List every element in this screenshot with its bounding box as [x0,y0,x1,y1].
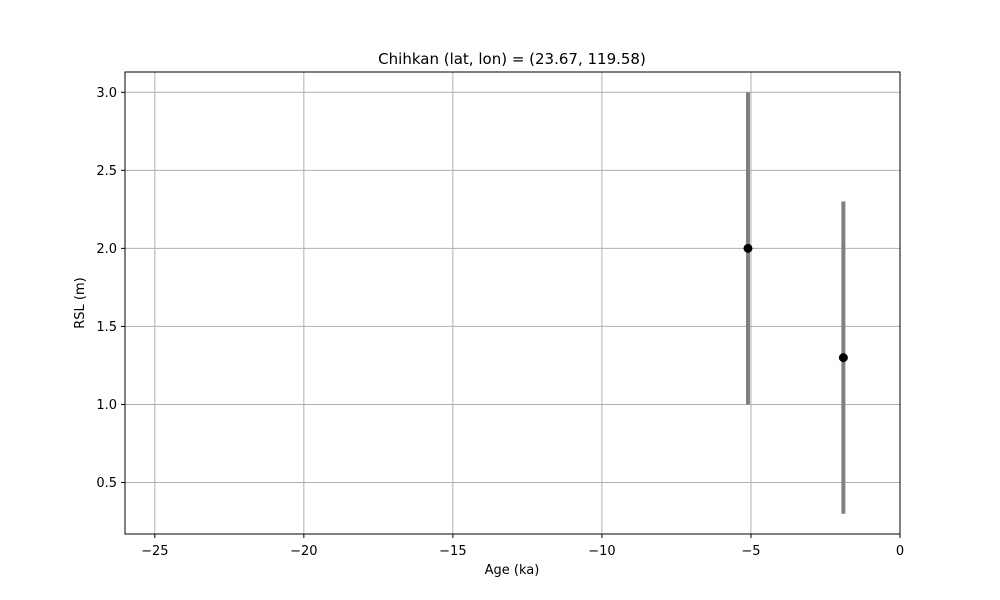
error-bars [745,92,846,514]
grid [125,72,901,534]
y-tick-label: 1.5 [96,320,117,335]
data-point [743,243,753,253]
y-tick-label: 2.5 [96,164,117,179]
data-point [838,353,848,363]
y-tick-label: 3.0 [96,86,117,101]
x-tick-label: −20 [290,544,317,559]
x-axis-label: Age (ka) [485,563,540,578]
y-axis-ticks: 0.5 1.0 1.5 2.0 2.5 3.0 [96,86,125,491]
x-axis-ticks: −25 −20 −15 −10 −5 0 [141,534,904,559]
y-tick-label: 2.0 [96,242,117,257]
y-tick-label: 0.5 [96,476,117,491]
x-tick-label: 0 [896,544,904,559]
y-axis-label: RSL (m) [73,277,88,328]
x-tick-label: −5 [741,544,760,559]
chart-title: Chihkan (lat, lon) = (23.67, 119.58) [378,50,646,68]
plot-area-frame [124,71,901,535]
y-tick-label: 1.0 [96,398,117,413]
x-tick-label: −15 [439,544,466,559]
data-points [743,243,848,363]
x-tick-label: −10 [588,544,615,559]
x-tick-label: −25 [141,544,168,559]
